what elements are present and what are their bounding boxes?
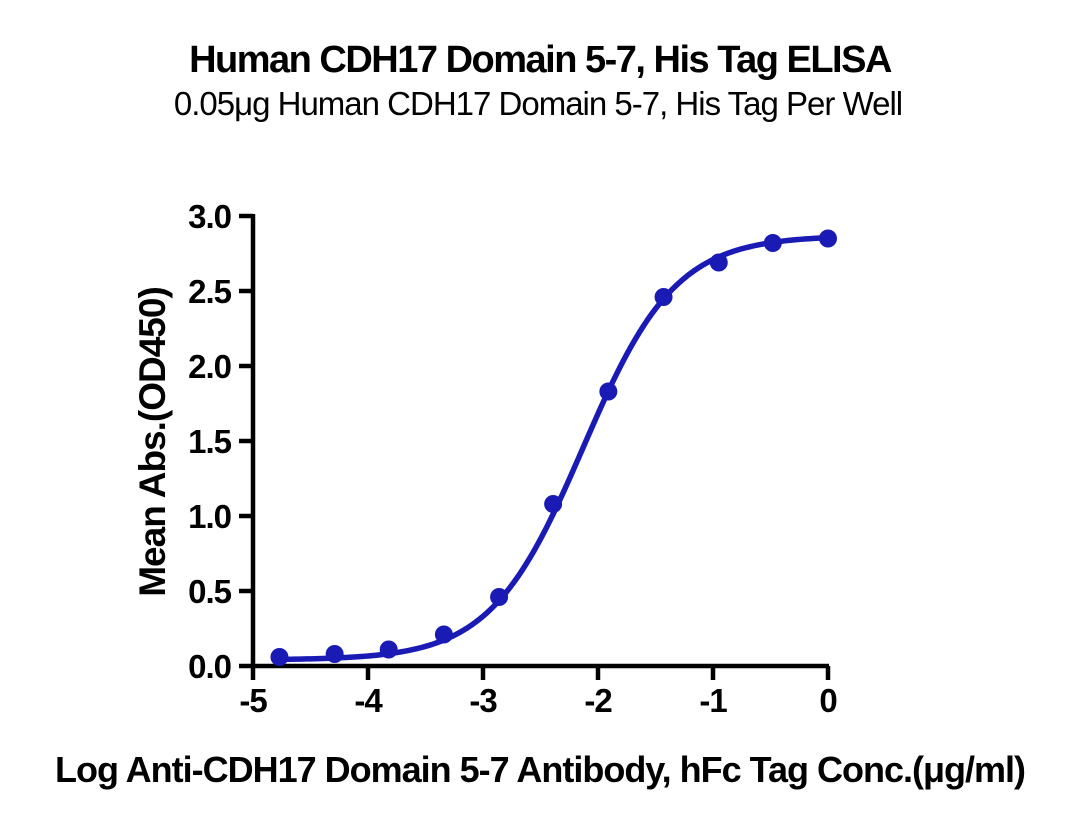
y-tick-label: 2.0: [188, 348, 231, 385]
data-point: [270, 648, 289, 666]
x-tick-label: -3: [469, 682, 497, 719]
data-point: [654, 288, 673, 306]
data-point: [490, 588, 509, 606]
fit-curve: [276, 234, 831, 663]
y-axis-ticks: 0.0 0.5 1.0 1.5 2.0 2.5 3.0: [188, 198, 253, 685]
data-point: [709, 253, 728, 272]
data-point: [379, 640, 398, 659]
y-tick-label: 0.0: [188, 648, 231, 685]
y-tick-label: 3.0: [188, 198, 231, 235]
x-tick-label: -4: [354, 682, 383, 719]
data-points: [270, 229, 837, 666]
data-point: [599, 382, 618, 401]
data-point: [763, 234, 782, 252]
data-point: [434, 625, 453, 644]
x-axis-label: Log Anti-CDH17 Domain 5-7 Antibody, hFc …: [55, 749, 1025, 790]
data-point: [819, 229, 837, 248]
x-tick-label: 0: [819, 682, 836, 719]
y-tick-label: 1.5: [188, 423, 232, 460]
x-tick-label: -2: [584, 682, 612, 719]
x-axis-ticks: -5 -4 -3 -2 -1 0: [239, 666, 838, 719]
y-axis-label: Mean Abs.(OD450): [132, 287, 173, 597]
x-tick-label: -5: [239, 682, 267, 719]
data-point: [544, 495, 563, 513]
y-tick-label: 2.5: [188, 273, 232, 310]
x-tick-label: -1: [699, 682, 727, 719]
y-tick-label: 1.0: [188, 498, 231, 535]
chart-title: Human CDH17 Domain 5-7, His Tag ELISA: [189, 39, 892, 81]
data-point: [325, 645, 344, 663]
chart-subtitle: 0.05μg Human CDH17 Domain 5-7, His Tag P…: [174, 85, 902, 122]
y-tick-label: 0.5: [188, 573, 232, 610]
